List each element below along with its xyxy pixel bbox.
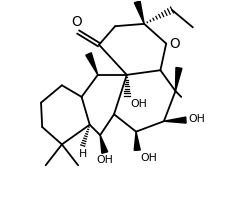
Text: H: H	[79, 149, 87, 159]
Text: O: O	[169, 37, 180, 51]
Text: OH: OH	[141, 152, 158, 163]
Polygon shape	[100, 135, 108, 153]
Text: OH: OH	[96, 155, 113, 165]
Polygon shape	[134, 1, 144, 24]
Text: OH: OH	[130, 99, 147, 109]
Polygon shape	[164, 117, 186, 123]
Polygon shape	[134, 132, 140, 150]
Polygon shape	[86, 53, 98, 75]
Text: O: O	[72, 15, 82, 29]
Text: OH: OH	[188, 114, 205, 124]
Polygon shape	[175, 67, 182, 91]
